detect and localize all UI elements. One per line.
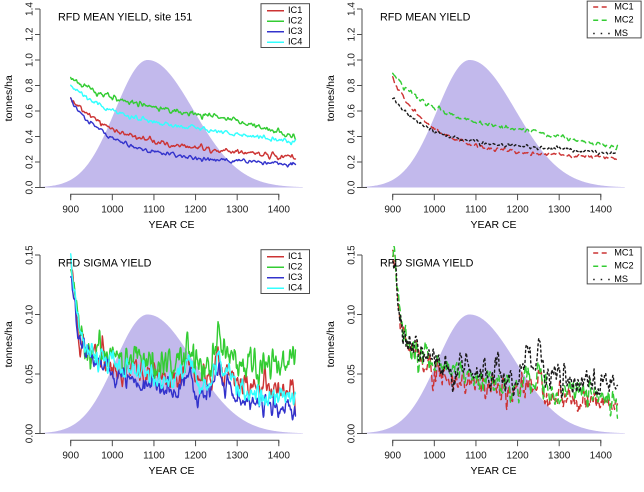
svg-text:IC1: IC1: [288, 251, 302, 261]
svg-text:1400: 1400: [268, 451, 291, 462]
svg-text:900: 900: [384, 205, 401, 216]
svg-text:IC2: IC2: [288, 16, 302, 26]
svg-text:MC2: MC2: [614, 261, 633, 271]
svg-text:RFD SIGMA YIELD: RFD SIGMA YIELD: [380, 258, 474, 270]
svg-text:MS: MS: [614, 28, 628, 38]
svg-text:1.0: 1.0: [347, 53, 358, 67]
svg-text:900: 900: [384, 451, 401, 462]
svg-text:1300: 1300: [548, 451, 571, 462]
svg-text:1300: 1300: [548, 205, 571, 216]
svg-text:1400: 1400: [590, 205, 613, 216]
svg-text:0.6: 0.6: [25, 104, 36, 118]
svg-text:1.4: 1.4: [25, 2, 36, 16]
svg-text:MS: MS: [614, 274, 628, 284]
svg-text:0.4: 0.4: [347, 129, 358, 143]
svg-text:0.0: 0.0: [347, 180, 358, 194]
svg-text:IC1: IC1: [288, 5, 302, 15]
svg-text:MC1: MC1: [614, 247, 633, 257]
svg-text:0.15: 0.15: [25, 246, 36, 265]
svg-text:IC3: IC3: [288, 26, 302, 36]
svg-text:1000: 1000: [423, 205, 446, 216]
svg-text:1000: 1000: [101, 205, 124, 216]
svg-text:0.8: 0.8: [347, 78, 358, 92]
svg-text:IC2: IC2: [288, 262, 302, 272]
svg-text:0.2: 0.2: [25, 155, 36, 169]
svg-text:0.6: 0.6: [347, 104, 358, 118]
svg-text:1100: 1100: [465, 205, 487, 216]
svg-text:0.05: 0.05: [347, 364, 358, 384]
svg-text:0.05: 0.05: [25, 364, 36, 384]
svg-text:1.2: 1.2: [25, 27, 36, 41]
svg-text:1200: 1200: [184, 205, 207, 216]
svg-text:0.00: 0.00: [25, 423, 36, 443]
svg-text:1300: 1300: [226, 205, 249, 216]
svg-text:RFD SIGMA YIELD: RFD SIGMA YIELD: [58, 258, 152, 270]
svg-text:MC1: MC1: [614, 1, 633, 11]
svg-text:1200: 1200: [184, 451, 207, 462]
svg-text:1400: 1400: [590, 451, 613, 462]
svg-text:1000: 1000: [423, 451, 446, 462]
svg-text:0.15: 0.15: [347, 246, 358, 265]
svg-text:tonnes/ha: tonnes/ha: [325, 75, 337, 121]
svg-text:YEAR CE: YEAR CE: [148, 465, 194, 477]
svg-text:0.2: 0.2: [347, 155, 358, 169]
svg-text:YEAR CE: YEAR CE: [148, 219, 194, 231]
svg-text:0.00: 0.00: [347, 423, 358, 443]
svg-text:RFD MEAN YIELD: RFD MEAN YIELD: [380, 12, 471, 24]
svg-text:tonnes/ha: tonnes/ha: [3, 321, 15, 367]
svg-text:0.10: 0.10: [25, 304, 36, 324]
svg-text:IC4: IC4: [288, 283, 302, 293]
svg-text:1.0: 1.0: [25, 53, 36, 67]
svg-text:1.2: 1.2: [347, 27, 358, 41]
svg-text:YEAR CE: YEAR CE: [470, 219, 516, 231]
svg-text:1200: 1200: [506, 205, 529, 216]
svg-text:900: 900: [62, 451, 79, 462]
svg-text:0.0: 0.0: [25, 180, 36, 194]
svg-text:0.10: 0.10: [347, 304, 358, 324]
svg-text:tonnes/ha: tonnes/ha: [325, 321, 337, 367]
svg-text:1100: 1100: [143, 205, 165, 216]
svg-text:0.8: 0.8: [25, 78, 36, 92]
svg-text:1400: 1400: [268, 205, 291, 216]
svg-text:IC3: IC3: [288, 272, 302, 282]
svg-text:1300: 1300: [226, 451, 249, 462]
svg-text:1000: 1000: [101, 451, 124, 462]
svg-text:1200: 1200: [506, 451, 529, 462]
svg-text:IC4: IC4: [288, 37, 302, 47]
svg-text:900: 900: [62, 205, 79, 216]
svg-text:tonnes/ha: tonnes/ha: [3, 75, 15, 121]
svg-text:1.4: 1.4: [347, 2, 358, 16]
svg-text:0.4: 0.4: [25, 129, 36, 143]
svg-text:1100: 1100: [143, 451, 165, 462]
svg-text:RFD MEAN YIELD, site 151: RFD MEAN YIELD, site 151: [58, 12, 192, 24]
svg-text:YEAR CE: YEAR CE: [470, 465, 516, 477]
svg-text:1100: 1100: [465, 451, 487, 462]
svg-text:MC2: MC2: [614, 15, 633, 25]
